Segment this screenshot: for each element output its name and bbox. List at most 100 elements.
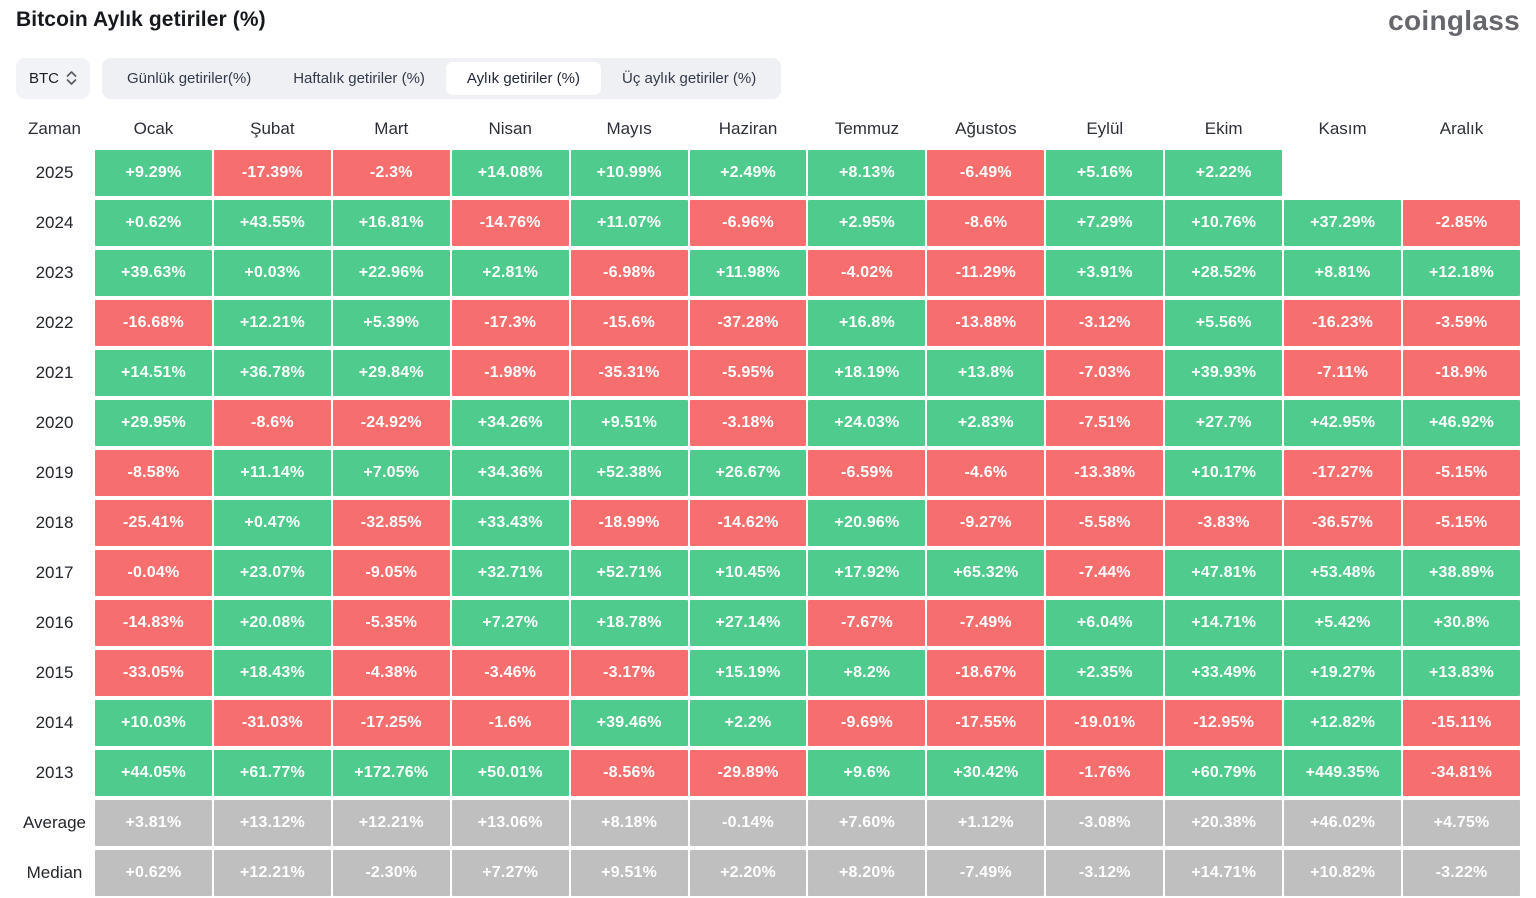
row-label: 2015	[35, 662, 74, 682]
heatmap-cell: -15.6%	[570, 299, 688, 346]
heatmap-cell: -3.12%	[1046, 849, 1164, 896]
heatmap-cell: +33.43%	[451, 499, 569, 546]
heatmap-cell: -18.67%	[927, 649, 1045, 696]
heatmap-cell: +18.43%	[213, 649, 331, 696]
heatmap-cell: -11.29%	[927, 249, 1045, 296]
heatmap-cell: -35.31%	[570, 349, 688, 396]
heatmap-cell: +7.27%	[451, 849, 569, 896]
heatmap-cell: -7.67%	[808, 599, 926, 646]
heatmap-cell: +0.62%	[95, 199, 212, 246]
heatmap-cell: +8.13%	[808, 149, 926, 196]
heatmap-cell: +7.60%	[808, 799, 926, 846]
heatmap-cell: +16.81%	[332, 199, 450, 246]
heatmap-cell: -24.92%	[332, 399, 450, 446]
heatmap-cell: +9.51%	[570, 849, 688, 896]
heatmap-cell: +12.21%	[332, 799, 450, 846]
heatmap-cell: -18.99%	[570, 499, 688, 546]
column-header: Kasım	[1318, 118, 1367, 138]
heatmap-cell: +47.81%	[1165, 549, 1283, 596]
coinglass-logo: coinglass	[1388, 5, 1520, 36]
heatmap-cell: +2.22%	[1165, 149, 1283, 196]
heatmap-cell: +20.96%	[808, 499, 926, 546]
heatmap-cell: +11.98%	[689, 249, 807, 296]
row-label: 2022	[35, 312, 74, 332]
column-header: Haziran	[718, 118, 778, 138]
tab-üç-aylık-getiriler-[interactable]: Üç aylık getiriler (%)	[601, 62, 777, 95]
heatmap-cell: -4.02%	[808, 249, 926, 296]
heatmap-cell: +22.96%	[332, 249, 450, 296]
heatmap-cell: +12.82%	[1284, 699, 1402, 746]
heatmap-cell: -36.57%	[1284, 499, 1402, 546]
row-label: 2023	[35, 262, 74, 282]
heatmap-cell: +13.8%	[927, 349, 1045, 396]
heatmap-cell: +23.07%	[213, 549, 331, 596]
heatmap-cell: +14.51%	[95, 349, 212, 396]
heatmap-cell: +5.42%	[1284, 599, 1402, 646]
heatmap-cell: +37.29%	[1284, 199, 1402, 246]
heatmap-cell: -6.96%	[689, 199, 807, 246]
heatmap-cell: -4.6%	[927, 449, 1045, 496]
row-label: 2013	[35, 762, 74, 782]
heatmap-cell: -16.23%	[1284, 299, 1402, 346]
column-header: Temmuz	[834, 118, 900, 138]
heatmap-cell: -7.49%	[927, 599, 1045, 646]
heatmap-cell: +46.02%	[1284, 799, 1402, 846]
heatmap-cell: +5.16%	[1046, 149, 1164, 196]
heatmap-cell: -7.49%	[927, 849, 1045, 896]
heatmap-cell: -8.6%	[927, 199, 1045, 246]
heatmap-cell: +12.18%	[1403, 249, 1520, 296]
column-header: Ağustos	[955, 118, 1017, 138]
heatmap-cell: -9.27%	[927, 499, 1045, 546]
row-label: Average	[22, 812, 86, 832]
heatmap-cell: +0.03%	[213, 249, 331, 296]
heatmap-cell: +24.03%	[808, 399, 926, 446]
coin-select-label: BTC	[29, 69, 59, 87]
heatmap-cell: -25.41%	[95, 499, 212, 546]
column-header: Eylül	[1086, 118, 1124, 138]
heatmap-cell: +6.04%	[1046, 599, 1164, 646]
heatmap-cell: +61.77%	[213, 749, 331, 796]
heatmap-cell: +50.01%	[451, 749, 569, 796]
heatmap-cell: -5.58%	[1046, 499, 1164, 546]
heatmap-cell: -0.14%	[689, 799, 807, 846]
heatmap-cell: +8.81%	[1284, 249, 1402, 296]
tab-günlük-getiriler-[interactable]: Günlük getiriler(%)	[106, 62, 272, 95]
heatmap-cell: -3.08%	[1046, 799, 1164, 846]
heatmap-cell: +14.08%	[451, 149, 569, 196]
heatmap-cell: -7.44%	[1046, 549, 1164, 596]
heatmap-cell: +12.21%	[213, 849, 331, 896]
heatmap-cell: +10.03%	[95, 699, 212, 746]
heatmap-cell: -2.85%	[1403, 199, 1520, 246]
heatmap-cell: -5.35%	[332, 599, 450, 646]
heatmap-cell: +11.14%	[213, 449, 331, 496]
tab-haftalık-getiriler-[interactable]: Haftalık getiriler (%)	[272, 62, 446, 95]
heatmap-cell: -17.27%	[1284, 449, 1402, 496]
row-label: 2021	[35, 362, 74, 382]
coin-select[interactable]: BTC	[16, 57, 90, 99]
interval-tab-group: Günlük getiriler(%) Haftalık getiriler (%…	[102, 57, 782, 99]
heatmap-cell: -19.01%	[1046, 699, 1164, 746]
heatmap-cell: +43.55%	[213, 199, 331, 246]
heatmap-cell: +46.92%	[1403, 399, 1520, 446]
tab-aylık-getiriler-[interactable]: Aylık getiriler (%)	[445, 61, 602, 95]
heatmap-cell: +1.12%	[927, 799, 1045, 846]
heatmap-cell: +2.2%	[689, 699, 807, 746]
heatmap-cell: +9.6%	[808, 749, 926, 796]
row-label: 2018	[35, 512, 74, 532]
heatmap-cell: +10.17%	[1165, 449, 1283, 496]
heatmap-cell: -17.55%	[927, 699, 1045, 746]
heatmap-cell: +8.2%	[808, 649, 926, 696]
heatmap-cell: +39.63%	[95, 249, 212, 296]
heatmap-cell: +14.71%	[1165, 849, 1283, 896]
heatmap-cell: -3.18%	[689, 399, 807, 446]
heatmap-cell: +2.49%	[689, 149, 807, 196]
heatmap-cell: -1.6%	[451, 699, 569, 746]
heatmap-cell: -3.12%	[1046, 299, 1164, 346]
heatmap-cell: -14.62%	[689, 499, 807, 546]
heatmap-cell: +8.20%	[808, 849, 926, 896]
heatmap-cell: +17.92%	[808, 549, 926, 596]
heatmap-cell: -3.46%	[451, 649, 569, 696]
heatmap-cell: -2.3%	[332, 149, 450, 196]
heatmap-cell: +11.07%	[570, 199, 688, 246]
heatmap-cell: -13.88%	[927, 299, 1045, 346]
